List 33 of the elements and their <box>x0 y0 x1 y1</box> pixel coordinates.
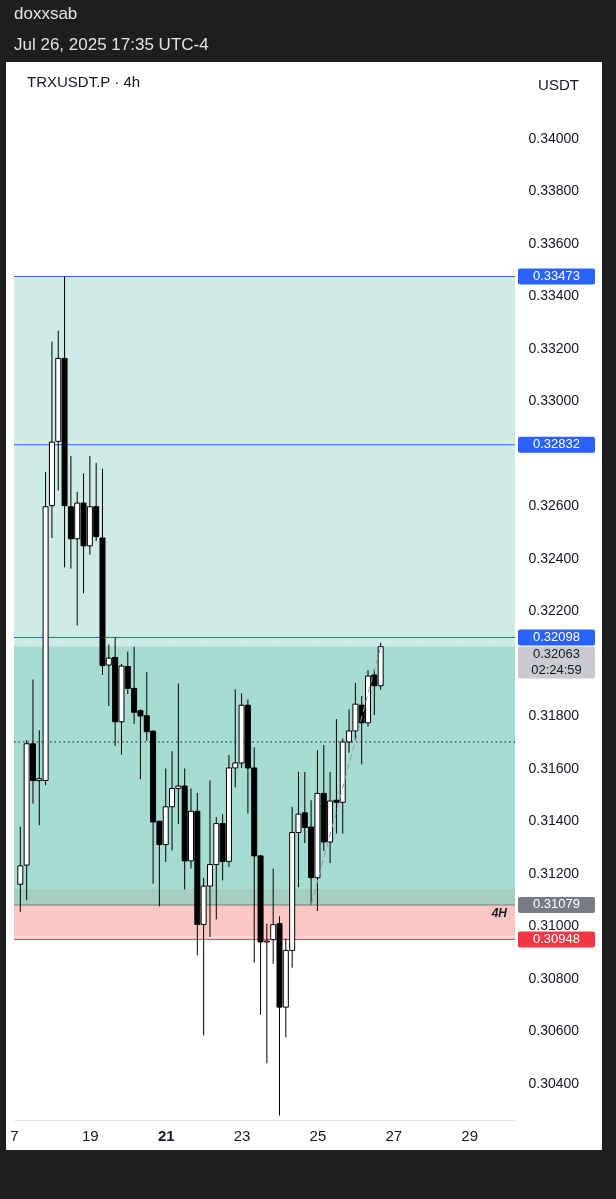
ref-line-label: 0.32063 02:24:59 <box>531 645 582 677</box>
y-tick-label: 0.32200 <box>528 602 580 619</box>
y-tick-label: 0.31800 <box>528 707 580 724</box>
y-tick-label: 0.33400 <box>528 287 580 304</box>
y-tick-label: 0.32600 <box>528 497 580 514</box>
y-tick-label: 0.34000 <box>528 129 580 146</box>
text: doxxsab <box>14 4 78 23</box>
y-tick-label: 0.33600 <box>528 234 580 251</box>
ref-line-label: 0.31079 <box>533 896 580 912</box>
y-tick-label: 0.30800 <box>528 969 580 986</box>
text: TRXUSDT.P · 4h <box>27 73 141 90</box>
x-tick-label: 23 <box>233 1126 251 1144</box>
y-tick-label: 0.30600 <box>528 1022 580 1039</box>
ref-line-label: 0.33473 <box>533 267 580 283</box>
y-tick-label: 0.33000 <box>528 392 580 409</box>
x-tick-label: 29 <box>461 1126 479 1144</box>
y-tick-label: 0.33200 <box>528 339 580 356</box>
y-tick-label: 0.32400 <box>528 549 580 566</box>
y-tick-label: 0.31400 <box>528 812 580 829</box>
ref-line-label: 0.32832 <box>533 436 580 452</box>
band-label: 4H <box>490 905 508 920</box>
y-tick-label: 0.30400 <box>528 1074 580 1091</box>
y-axis-title: USDT <box>538 75 579 93</box>
text: Jul 26, 2025 17:35 UTC-4 <box>14 35 209 54</box>
y-tick-label: 0.33800 <box>528 182 580 199</box>
y-tick-label: 0.31200 <box>528 864 580 881</box>
x-tick-label: 21 <box>157 1126 175 1144</box>
x-tick-label: 27 <box>385 1126 403 1144</box>
x-tick-label: 25 <box>309 1126 327 1144</box>
x-tick-label: 7 <box>10 1126 19 1144</box>
x-tick-label: 19 <box>82 1126 99 1144</box>
y-tick-label: 0.31600 <box>528 759 580 776</box>
ref-line-label: 0.32098 <box>533 628 580 644</box>
